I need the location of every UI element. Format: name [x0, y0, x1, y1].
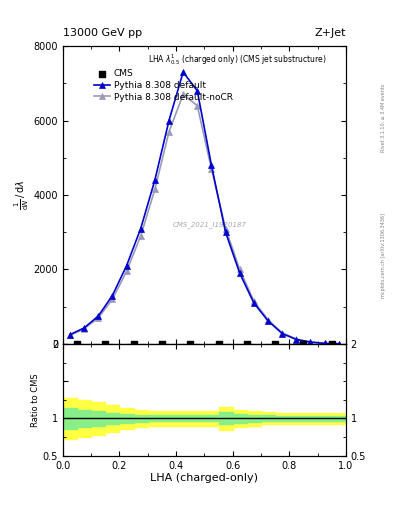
Pythia 8.308 default-noCR: [167, 129, 171, 135]
Pythia 8.308 default: [167, 117, 171, 123]
Pythia 8.308 default-noCR: [82, 326, 86, 332]
Pythia 8.308 default-noCR: [266, 317, 270, 323]
Pythia 8.308 default: [223, 229, 228, 236]
Pythia 8.308 default: [336, 341, 341, 347]
Pythia 8.308 default: [181, 69, 185, 75]
CMS: [329, 340, 335, 348]
Pythia 8.308 default: [68, 332, 72, 338]
Pythia 8.308 default-noCR: [195, 102, 200, 109]
Pythia 8.308 default: [266, 318, 270, 324]
Pythia 8.308 default-noCR: [124, 268, 129, 274]
Text: Rivet 3.1.10, ≥ 3.4M events: Rivet 3.1.10, ≥ 3.4M events: [381, 83, 386, 152]
Pythia 8.308 default: [138, 225, 143, 231]
Pythia 8.308 default: [237, 270, 242, 276]
Pythia 8.308 default-noCR: [252, 298, 256, 304]
CMS: [187, 340, 193, 348]
Text: LHA $\lambda^{1}_{0.5}$ (charged only) (CMS jet substructure): LHA $\lambda^{1}_{0.5}$ (charged only) (…: [148, 52, 326, 67]
Pythia 8.308 default: [110, 292, 115, 298]
CMS: [130, 340, 137, 348]
CMS: [244, 340, 250, 348]
Pythia 8.308 default-noCR: [68, 332, 72, 338]
Line: Pythia 8.308 default: Pythia 8.308 default: [67, 69, 342, 347]
CMS: [300, 340, 307, 348]
Pythia 8.308 default-noCR: [209, 166, 214, 172]
Pythia 8.308 default-noCR: [223, 225, 228, 231]
Pythia 8.308 default: [308, 339, 313, 345]
Pythia 8.308 default-noCR: [96, 315, 101, 321]
Y-axis label: Ratio to CMS: Ratio to CMS: [31, 373, 40, 426]
Pythia 8.308 default: [82, 325, 86, 331]
Line: Pythia 8.308 default-noCR: Pythia 8.308 default-noCR: [67, 92, 342, 347]
Pythia 8.308 default-noCR: [336, 340, 341, 347]
Pythia 8.308 default: [195, 88, 200, 94]
Pythia 8.308 default-noCR: [152, 186, 157, 193]
CMS: [272, 340, 278, 348]
CMS: [159, 340, 165, 348]
Pythia 8.308 default-noCR: [181, 92, 185, 98]
Pythia 8.308 default-noCR: [280, 330, 285, 336]
Text: Z+Jet: Z+Jet: [314, 28, 346, 38]
Pythia 8.308 default-noCR: [138, 233, 143, 239]
CMS: [74, 340, 80, 348]
Pythia 8.308 default-noCR: [110, 296, 115, 303]
Legend: CMS, Pythia 8.308 default, Pythia 8.308 default-noCR: CMS, Pythia 8.308 default, Pythia 8.308 …: [90, 66, 236, 105]
Pythia 8.308 default: [209, 162, 214, 168]
Pythia 8.308 default-noCR: [294, 336, 299, 342]
Text: CMS_2021_I1920187: CMS_2021_I1920187: [173, 221, 247, 228]
X-axis label: LHA (charged-only): LHA (charged-only): [151, 473, 258, 483]
Pythia 8.308 default: [294, 336, 299, 343]
Pythia 8.308 default: [322, 340, 327, 347]
CMS: [102, 340, 108, 348]
Pythia 8.308 default-noCR: [237, 266, 242, 272]
Text: mcplots.cern.ch [arXiv:1306.3436]: mcplots.cern.ch [arXiv:1306.3436]: [381, 214, 386, 298]
Pythia 8.308 default-noCR: [308, 339, 313, 345]
Pythia 8.308 default: [96, 313, 101, 319]
Pythia 8.308 default: [152, 177, 157, 183]
Pythia 8.308 default: [280, 330, 285, 336]
Pythia 8.308 default-noCR: [322, 340, 327, 347]
Pythia 8.308 default: [124, 263, 129, 269]
Y-axis label: $\frac{1}{\mathrm{d}N}\,/\,\mathrm{d}\lambda$: $\frac{1}{\mathrm{d}N}\,/\,\mathrm{d}\la…: [12, 180, 31, 210]
Text: 13000 GeV pp: 13000 GeV pp: [63, 28, 142, 38]
Pythia 8.308 default: [252, 300, 256, 306]
CMS: [215, 340, 222, 348]
